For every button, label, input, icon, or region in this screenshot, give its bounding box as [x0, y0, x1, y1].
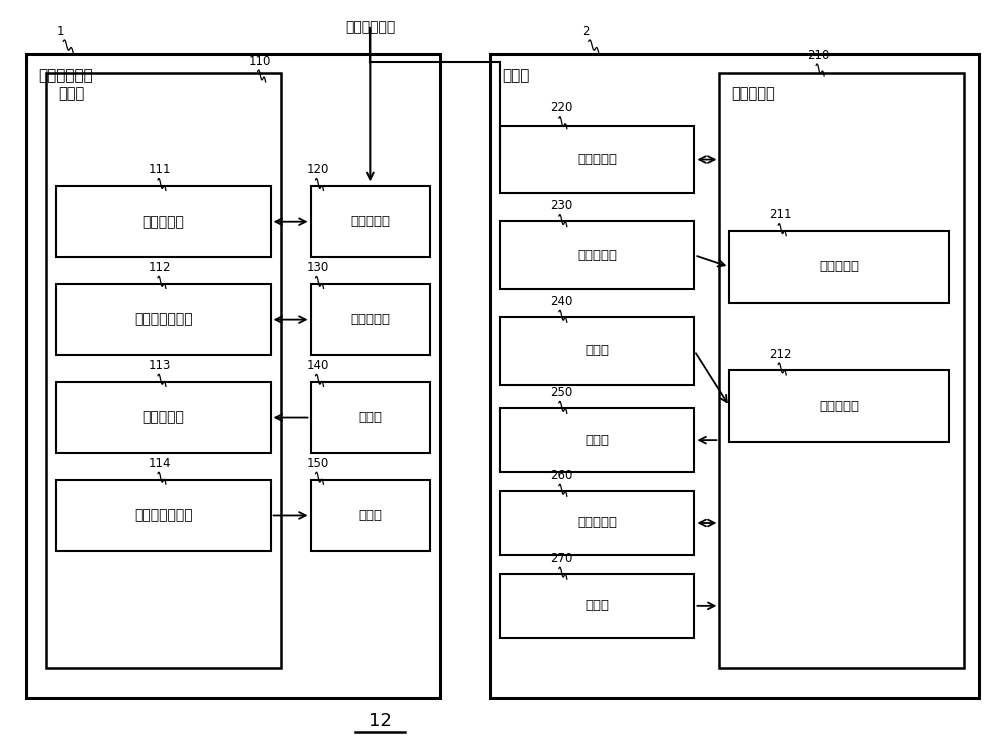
Text: 移动路径生成部: 移动路径生成部 — [134, 509, 193, 522]
Text: 113: 113 — [149, 359, 171, 372]
Text: 驱动控制部: 驱动控制部 — [819, 260, 859, 274]
Text: 拍摄控制部: 拍摄控制部 — [819, 400, 859, 413]
Text: 控制部: 控制部 — [58, 86, 84, 101]
Bar — [500, 317, 694, 385]
Text: 210: 210 — [807, 48, 830, 62]
Bar — [311, 186, 430, 258]
Text: 拍摄部: 拍摄部 — [585, 600, 609, 612]
Bar — [311, 480, 430, 551]
Text: 230: 230 — [550, 200, 572, 212]
Text: 虚拟空间生成部: 虚拟空间生成部 — [134, 313, 193, 327]
Bar — [26, 54, 440, 698]
Text: 150: 150 — [307, 457, 329, 470]
Text: 120: 120 — [307, 163, 329, 176]
Bar — [311, 382, 430, 454]
Text: 112: 112 — [149, 261, 171, 274]
Text: 移动体: 移动体 — [502, 68, 529, 82]
Bar — [311, 284, 430, 355]
Text: 270: 270 — [550, 552, 572, 565]
Text: 区域设定部: 区域设定部 — [143, 411, 184, 425]
Text: 211: 211 — [769, 209, 792, 222]
Bar — [56, 382, 271, 454]
Text: 动作控制部: 动作控制部 — [731, 86, 775, 101]
Text: 第二通信部: 第二通信部 — [577, 153, 617, 166]
Text: 1: 1 — [56, 24, 64, 38]
Text: 220: 220 — [550, 101, 572, 114]
Text: 12: 12 — [369, 711, 392, 730]
Bar — [490, 54, 979, 698]
Text: 2: 2 — [582, 24, 589, 38]
Text: 路径控制装置: 路径控制装置 — [38, 68, 93, 82]
Bar — [500, 408, 694, 472]
Text: 140: 140 — [307, 359, 329, 372]
Text: 260: 260 — [550, 469, 572, 482]
Bar — [56, 480, 271, 551]
Text: 212: 212 — [769, 348, 792, 361]
Text: 111: 111 — [149, 163, 171, 176]
Bar — [719, 73, 964, 668]
Text: （对象数据）: （对象数据） — [345, 20, 395, 34]
Bar — [500, 574, 694, 638]
Text: 输入部: 输入部 — [358, 411, 382, 424]
Bar — [46, 73, 281, 668]
Text: 位置检测部: 位置检测部 — [577, 249, 617, 262]
Bar — [500, 222, 694, 289]
Text: 第二存储部: 第二存储部 — [577, 516, 617, 529]
Text: 对象获取部: 对象获取部 — [143, 215, 184, 229]
Text: 250: 250 — [550, 386, 572, 399]
Text: 第一通信部: 第一通信部 — [350, 215, 390, 228]
Bar — [729, 231, 949, 302]
Text: 显示部: 显示部 — [358, 509, 382, 522]
Text: 第一存储部: 第一存储部 — [350, 313, 390, 326]
Bar — [500, 125, 694, 194]
Bar — [56, 186, 271, 258]
Text: 130: 130 — [307, 261, 329, 274]
Text: 110: 110 — [249, 54, 271, 68]
Text: 114: 114 — [149, 457, 171, 470]
Bar — [56, 284, 271, 355]
Text: 传感器: 传感器 — [585, 345, 609, 358]
Text: 240: 240 — [550, 295, 572, 308]
Bar — [500, 491, 694, 555]
Text: 驱动部: 驱动部 — [585, 434, 609, 447]
Bar — [729, 370, 949, 442]
